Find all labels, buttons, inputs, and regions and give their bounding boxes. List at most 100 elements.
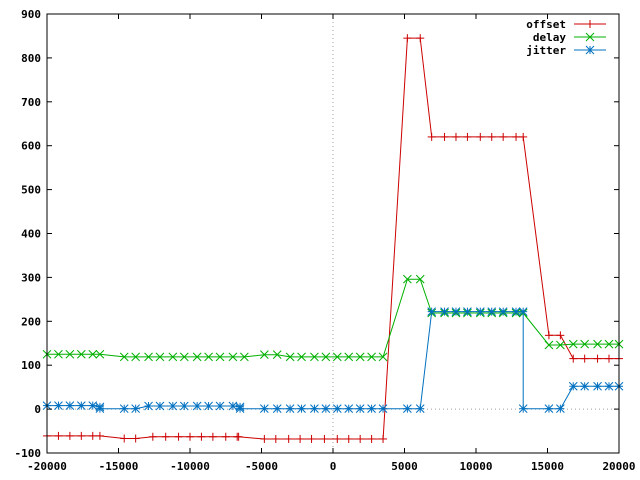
data-point: [463, 132, 472, 141]
data-point: [65, 349, 75, 359]
x-tick-label: 5000: [391, 460, 418, 473]
data-point: [271, 434, 280, 443]
data-point: [204, 352, 213, 362]
data-point: [427, 132, 436, 141]
data-point: [415, 274, 425, 284]
data-point: [498, 307, 508, 316]
legend-item-offset: offset: [526, 18, 606, 31]
y-tick-label: 400: [21, 228, 41, 241]
data-point: [451, 307, 461, 316]
x-tick-label: 10000: [459, 460, 492, 473]
data-point: [131, 434, 140, 443]
data-point: [88, 401, 98, 410]
data-point: [179, 352, 189, 362]
series-line-delay: [47, 278, 619, 358]
data-point: [593, 381, 602, 391]
data-point: [499, 132, 508, 141]
data-point: [593, 339, 602, 349]
data-point: [192, 401, 202, 411]
y-tick-label: 600: [21, 140, 41, 153]
data-point: [296, 434, 305, 443]
data-point: [310, 404, 319, 414]
data-point: [228, 352, 238, 362]
y-tick-label: 500: [21, 184, 41, 197]
data-point: [285, 404, 295, 414]
data-point: [585, 32, 595, 42]
data-point: [307, 434, 316, 443]
data-point: [197, 432, 206, 441]
data-point: [440, 132, 449, 141]
data-point: [208, 432, 217, 441]
y-tick-label: -100: [15, 447, 42, 460]
data-point: [355, 404, 365, 414]
data-point: [321, 404, 331, 414]
data-point: [556, 340, 565, 350]
legend-label: jitter: [526, 44, 566, 57]
x-tick-label: -5000: [245, 460, 278, 473]
data-point: [131, 352, 141, 362]
axis-tick-labels: -20000 -15000 -10000 -5000 0 5000 10000 15000 20…: [15, 8, 636, 473]
data-point: [403, 404, 412, 414]
data-point: [451, 132, 460, 141]
data-point: [120, 434, 129, 443]
plot-frame: [46, 13, 620, 454]
data-point: [88, 349, 98, 359]
data-point: [585, 45, 595, 55]
data-point: [367, 352, 376, 362]
data-point: [403, 274, 412, 284]
data-point: [518, 404, 528, 414]
data-point: [215, 352, 225, 362]
data-point: [332, 352, 342, 362]
data-point: [344, 404, 354, 414]
data-point: [367, 434, 376, 443]
x-tick-label: 15000: [531, 460, 564, 473]
data-point: [544, 404, 554, 414]
data-point: [65, 431, 74, 440]
axis-ticks: [46, 13, 620, 454]
data-point: [144, 352, 153, 362]
data-point: [272, 350, 282, 360]
data-point: [568, 339, 578, 349]
data-point: [65, 401, 75, 410]
data-point: [544, 340, 554, 350]
x-tick-label: 20000: [602, 460, 635, 473]
data-point: [235, 404, 245, 414]
x-tick-label: -15000: [99, 460, 139, 473]
data-point: [54, 349, 63, 359]
data-point: [604, 339, 614, 349]
data-point: [297, 352, 306, 362]
data-point: [54, 401, 63, 410]
x-tick-label: 0: [330, 460, 337, 473]
data-point: [569, 354, 578, 363]
data-point: [378, 404, 388, 414]
y-tick-label: 900: [21, 8, 41, 21]
data-point: [284, 434, 293, 443]
x-tick-label: -10000: [170, 460, 210, 473]
data-point: [234, 432, 243, 441]
data-point: [556, 404, 565, 414]
data-point: [179, 401, 189, 411]
y-tick-label: 0: [34, 403, 41, 416]
data-point: [332, 404, 342, 414]
data-point: [148, 432, 157, 441]
data-point: [95, 349, 105, 359]
data-point: [463, 307, 472, 316]
y-tick-label: 100: [21, 359, 41, 372]
data-point: [487, 132, 496, 141]
data-point: [77, 431, 86, 440]
y-tick-label: 700: [21, 96, 41, 109]
data-point: [586, 20, 594, 28]
data-point: [239, 352, 249, 362]
data-point: [580, 339, 590, 349]
data-point: [272, 404, 282, 414]
data-point: [580, 381, 590, 391]
y-tick-label: 300: [21, 271, 41, 284]
data-point: [54, 431, 63, 440]
data-point: [440, 307, 449, 316]
data-point: [367, 404, 376, 414]
data-point: [416, 34, 425, 43]
series-markers-delay: [42, 274, 624, 362]
data-point: [604, 381, 614, 391]
data-point: [344, 352, 354, 362]
data-point: [260, 434, 269, 443]
